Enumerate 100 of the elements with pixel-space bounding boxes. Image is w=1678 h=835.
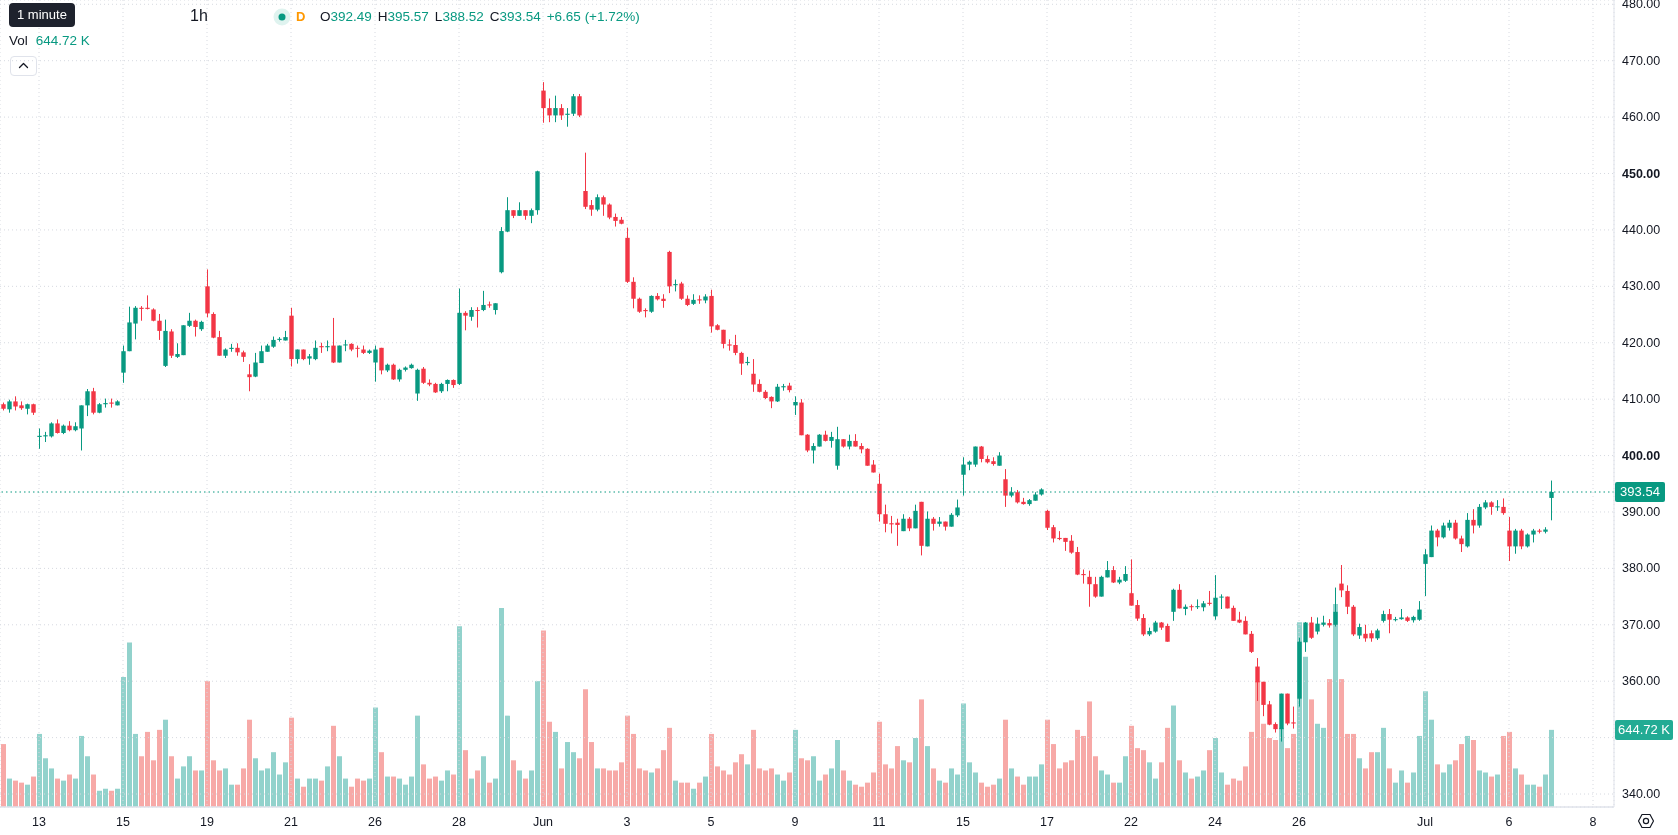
y-tick-label: 400.00	[1622, 448, 1661, 463]
chart-title: 1h	[190, 6, 208, 26]
candlestick	[1177, 583, 1182, 609]
x-tick-label: 17	[1040, 815, 1054, 829]
y-tick-label: 480.00	[1622, 0, 1661, 12]
candlestick	[1339, 564, 1344, 598]
y-tick-label: 340.00	[1622, 787, 1661, 802]
candlestick	[343, 339, 348, 352]
x-tick-label: 19	[200, 815, 214, 829]
y-tick-label: 360.00	[1622, 674, 1661, 689]
candlestick	[577, 93, 582, 118]
bar	[1003, 719, 1008, 807]
bar	[193, 770, 198, 807]
bar	[1465, 735, 1470, 807]
annotation: O392.49	[320, 8, 372, 26]
candlestick	[697, 294, 702, 305]
y-tick-label: 390.00	[1622, 504, 1661, 519]
bar	[691, 788, 696, 807]
annotation: D	[296, 8, 306, 26]
candlestick	[631, 276, 636, 309]
bar	[1009, 768, 1014, 807]
candlestick	[793, 395, 798, 416]
candlestick	[157, 313, 162, 341]
bar	[91, 774, 96, 807]
candlestick	[475, 306, 480, 329]
bar	[55, 778, 60, 807]
bar	[379, 752, 384, 807]
x-tick-label: 5	[707, 815, 715, 829]
bar	[469, 778, 474, 807]
bar	[109, 790, 114, 807]
text: 644.72 K	[1615, 719, 1673, 740]
x-tick-label: Jun	[532, 815, 554, 829]
bar	[703, 776, 708, 807]
bar	[919, 699, 924, 807]
bar	[1489, 776, 1494, 807]
bar	[517, 770, 522, 807]
bar	[1405, 782, 1410, 807]
y-tick-label: 370.00	[1622, 617, 1661, 632]
candlestick	[1453, 519, 1458, 541]
candlestick	[1507, 516, 1512, 562]
bar	[325, 766, 330, 807]
bar	[61, 780, 66, 807]
bar	[1111, 782, 1116, 807]
candlestick	[1387, 608, 1392, 634]
candlestick	[553, 95, 558, 123]
candlestick	[571, 93, 576, 117]
candlestick	[541, 81, 546, 124]
candlestick	[1477, 503, 1482, 529]
candlestick	[775, 383, 780, 403]
x-tick-label: 22	[1124, 815, 1138, 829]
candlestick	[1471, 508, 1476, 534]
annotation: Vol	[9, 32, 28, 50]
bar	[649, 772, 654, 807]
candlestick	[1099, 575, 1104, 598]
bar	[7, 778, 12, 807]
annotation: 644.72 K	[35, 32, 90, 50]
bar	[1327, 679, 1332, 807]
x-tick-label: 24	[1208, 815, 1222, 829]
x-tick-label: 6	[1505, 815, 1513, 829]
candlestick	[1249, 630, 1254, 654]
bar	[1207, 750, 1212, 807]
candlestick	[601, 195, 606, 217]
x-tick-label: 28	[452, 815, 466, 829]
candlestick	[1303, 621, 1308, 653]
bar	[913, 737, 918, 807]
bar	[1471, 740, 1476, 807]
bar	[1189, 778, 1194, 807]
bar	[1357, 758, 1362, 807]
x-tick-label: 3	[623, 815, 631, 829]
y-tick-label: 410.00	[1622, 392, 1661, 407]
bar	[391, 776, 396, 807]
annotation: H395.57	[377, 8, 429, 26]
y-tick-label: 440.00	[1622, 222, 1661, 237]
bar	[1177, 760, 1182, 807]
candlestick	[805, 433, 810, 453]
bar	[481, 756, 486, 807]
candlestick	[1513, 528, 1518, 555]
annotation: C393.54	[489, 8, 541, 26]
bar	[163, 719, 168, 807]
bar	[169, 756, 174, 807]
bar	[937, 780, 942, 807]
x-tick-label: 11	[872, 815, 886, 829]
x-tick-label: 9	[791, 815, 799, 829]
candlestick	[481, 290, 486, 312]
bar	[1537, 786, 1542, 807]
bar	[553, 731, 558, 807]
bar	[841, 770, 846, 807]
bar	[787, 772, 792, 807]
bar	[331, 725, 336, 807]
bar	[559, 768, 564, 807]
candlestick	[331, 317, 336, 364]
ref-line-label: 393.54	[1615, 482, 1665, 502]
candlestick	[37, 427, 42, 450]
bar	[451, 774, 456, 807]
candlestick	[1093, 576, 1098, 599]
x-tick-label: 15	[116, 815, 130, 829]
y-tick-label: 430.00	[1622, 279, 1661, 294]
bar	[943, 782, 948, 807]
bar	[523, 778, 528, 807]
bar	[463, 750, 468, 807]
